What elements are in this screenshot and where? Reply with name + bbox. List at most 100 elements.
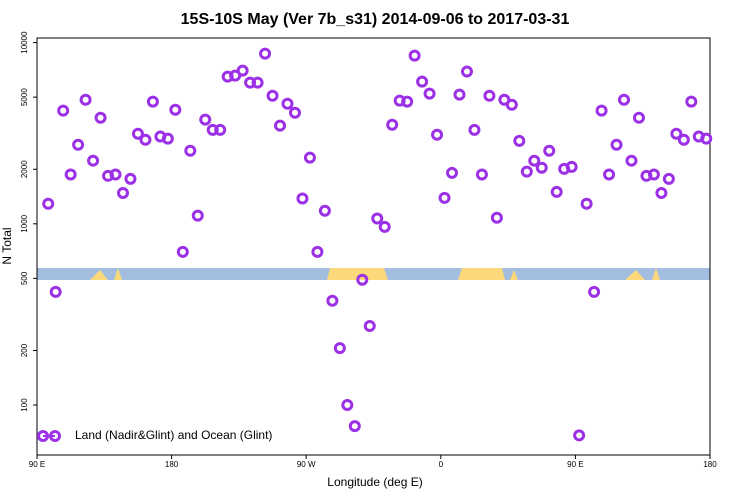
point <box>326 294 339 307</box>
y-axis-label: N Total <box>0 227 14 264</box>
point <box>57 104 70 117</box>
point <box>206 123 219 136</box>
point <box>416 75 429 88</box>
x-axis-label: Longitude (deg E) <box>327 475 422 489</box>
point <box>303 151 316 164</box>
point <box>475 168 488 181</box>
point <box>483 89 496 102</box>
point <box>670 127 683 140</box>
point <box>490 211 503 224</box>
point <box>184 144 197 157</box>
legend-marker <box>49 430 61 442</box>
point <box>288 106 301 119</box>
point <box>214 123 227 136</box>
point <box>371 212 384 225</box>
legend-marker <box>37 430 49 442</box>
y-tick-label: 100 <box>20 398 29 412</box>
point <box>244 76 257 89</box>
point <box>139 133 152 146</box>
point <box>378 220 391 233</box>
point <box>266 89 279 102</box>
point <box>348 420 361 433</box>
point <box>161 132 174 145</box>
point <box>64 168 77 181</box>
point <box>677 133 690 146</box>
point <box>550 185 563 198</box>
point <box>655 186 668 199</box>
x-tick-label: 90 E <box>567 460 583 469</box>
y-tick-label: 2000 <box>20 160 29 178</box>
point <box>603 168 616 181</box>
point <box>520 165 533 178</box>
point <box>662 172 675 185</box>
point <box>446 166 459 179</box>
point <box>296 192 309 205</box>
point <box>169 103 182 116</box>
point <box>468 123 481 136</box>
point <box>251 76 264 89</box>
y-tick-label: 1000 <box>20 214 29 232</box>
point <box>49 285 62 298</box>
point <box>176 245 189 258</box>
point <box>647 168 660 181</box>
point <box>191 209 204 222</box>
point <box>274 119 287 132</box>
point <box>588 285 601 298</box>
x-tick-label: 90 E <box>29 460 45 469</box>
x-tick-label: 90 W <box>297 460 316 469</box>
point <box>87 154 100 167</box>
point <box>109 168 122 181</box>
point <box>124 172 137 185</box>
point <box>505 98 518 111</box>
point <box>72 138 85 151</box>
x-tick-label: 0 <box>439 460 444 469</box>
x-tick-label: 180 <box>165 460 179 469</box>
point <box>423 87 436 100</box>
point <box>386 118 399 131</box>
point <box>565 160 578 173</box>
y-tick-label: 500 <box>20 271 29 285</box>
point <box>42 197 55 210</box>
surface-band <box>37 268 710 280</box>
point <box>146 95 159 108</box>
point <box>535 161 548 174</box>
y-tick-label: 5000 <box>20 88 29 106</box>
point <box>438 191 451 204</box>
point <box>356 273 369 286</box>
chart-title: 15S-10S May (Ver 7b_s31) 2014-09-06 to 2… <box>181 11 570 28</box>
point <box>333 342 346 355</box>
point <box>311 245 324 258</box>
point <box>281 97 294 110</box>
point <box>685 95 698 108</box>
point <box>199 113 212 126</box>
x-tick-label: 180 <box>703 460 717 469</box>
point <box>618 93 631 106</box>
point <box>318 204 331 217</box>
point <box>543 144 556 157</box>
point <box>116 186 129 199</box>
point <box>513 134 526 147</box>
point <box>632 111 645 124</box>
point <box>401 95 414 108</box>
land-region <box>327 268 388 280</box>
point <box>94 111 107 124</box>
point <box>595 104 608 117</box>
point <box>625 154 638 167</box>
legend-label: Land (Nadir&Glint) and Ocean (Glint) <box>75 428 272 442</box>
point <box>700 132 713 145</box>
point <box>460 65 473 78</box>
plot-frame <box>36 37 711 456</box>
land-region <box>458 268 505 280</box>
point <box>408 49 421 62</box>
point <box>528 154 541 167</box>
point <box>453 88 466 101</box>
y-tick-label: 10000 <box>20 31 29 54</box>
point <box>259 47 272 60</box>
point <box>79 93 92 106</box>
point <box>236 64 249 77</box>
point <box>580 197 593 210</box>
y-tick-label: 200 <box>20 343 29 357</box>
point <box>131 127 144 140</box>
point <box>431 128 444 141</box>
